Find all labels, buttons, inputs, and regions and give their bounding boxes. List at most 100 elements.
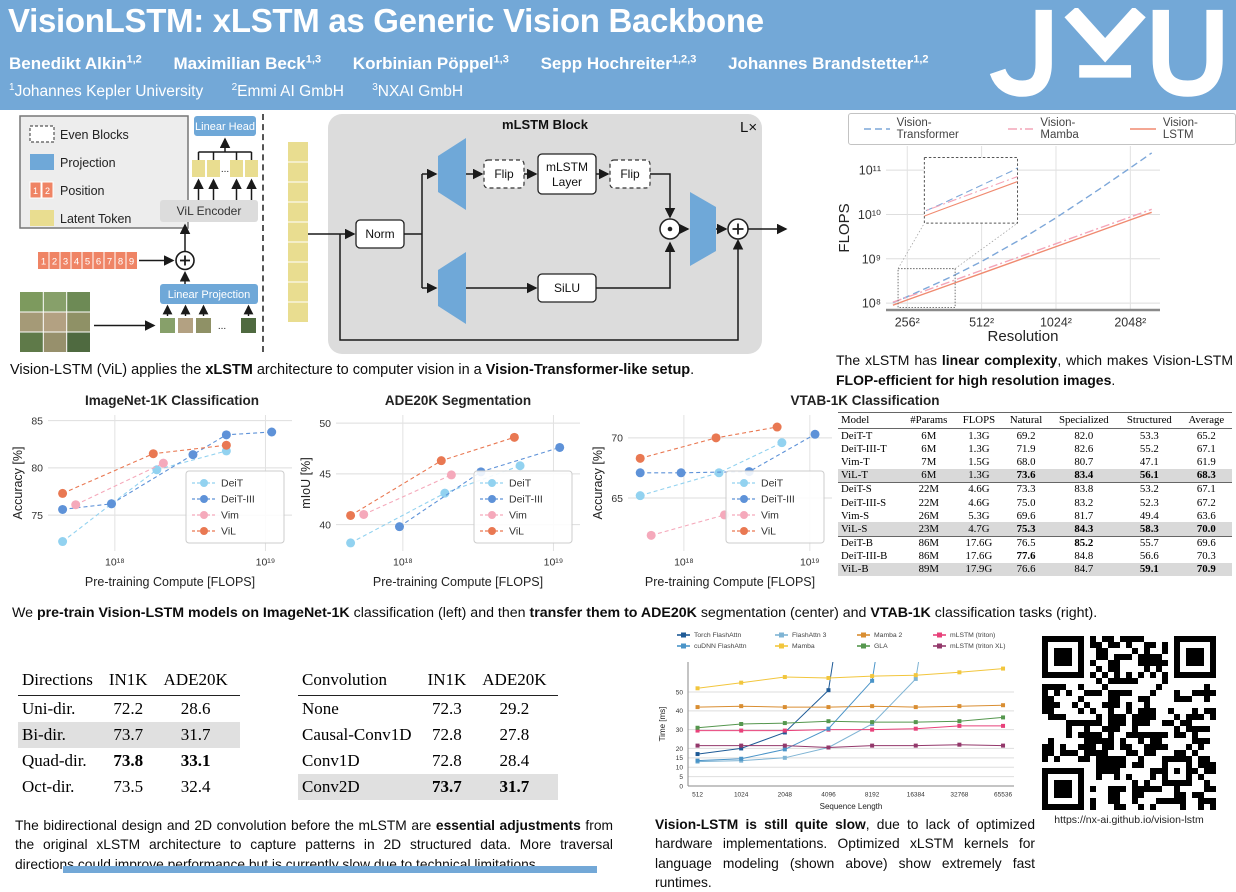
table-cell: Uni-dir. (22, 699, 76, 718)
svg-text:6: 6 (96, 257, 101, 268)
svg-text:FLOPS: FLOPS (836, 203, 853, 252)
table-cell: 29.2 (499, 699, 530, 718)
table-cell: 83.4 (1049, 468, 1119, 483)
table-cell: DeiT-III-S (841, 496, 887, 509)
table-cell: 86M (918, 550, 939, 563)
table-cell: 75.0 (1016, 496, 1036, 509)
table-cell: 83.8 (1074, 483, 1094, 496)
svg-text:40: 40 (319, 519, 331, 531)
table-cell: 27.8 (499, 725, 530, 744)
table-row: ViL-S 23M 4.7G 75.3 84.3 58.3 70.0 (838, 522, 1232, 537)
table-cell: 65.2 (1196, 429, 1216, 442)
affiliation: 1Johannes Kepler University (9, 82, 204, 101)
table-cell: ViL-B (841, 563, 869, 576)
table-cell: 72.3 (432, 699, 462, 718)
legend-item: cuDNN FlashAttn (676, 641, 768, 651)
residual-add-node (727, 218, 749, 240)
table-header-row: Convolution IN1K ADE20K (298, 668, 559, 696)
table-row: Quad-dir. 73.8 33.1 (18, 748, 240, 774)
table-cell: 77.6 (1016, 550, 1036, 563)
author: Benedikt Alkin1,2 (9, 53, 142, 73)
svg-text:Pre-training Compute [FLOPS]: Pre-training Compute [FLOPS] (85, 575, 255, 589)
column-header: Natural (1002, 412, 1050, 429)
table-cell: Bi-dir. (22, 725, 66, 744)
table-cell: 33.1 (180, 751, 211, 770)
table-cell: 1.3G (968, 429, 990, 442)
svg-text:ViL Encoder: ViL Encoder (177, 204, 242, 218)
column-header: Directions (18, 668, 105, 696)
table-cell: 73.7 (113, 725, 144, 744)
chart-series (892, 152, 1153, 306)
svg-text:2048²: 2048² (1114, 316, 1146, 330)
table-cell: 28.6 (180, 699, 211, 718)
legend-item: Torch FlashAttn (676, 630, 768, 640)
table-row: None 72.3 29.2 (298, 696, 558, 723)
svg-text:Linear Projection: Linear Projection (168, 289, 251, 301)
column-header: IN1K (104, 668, 160, 696)
svg-text:10¹⁸: 10¹⁸ (393, 557, 413, 569)
svg-text:10⁹: 10⁹ (862, 252, 881, 266)
svg-text:10¹⁹: 10¹⁹ (256, 557, 276, 569)
svg-text:5: 5 (679, 774, 683, 781)
table-cell: 67.1 (1196, 483, 1216, 496)
svg-text:10¹⁹: 10¹⁹ (800, 557, 820, 569)
table-cell: 82.6 (1074, 442, 1094, 455)
svg-text:Pre-training Compute [FLOPS]: Pre-training Compute [FLOPS] (645, 575, 815, 589)
svg-text:50: 50 (319, 418, 331, 430)
qr-code (1042, 636, 1216, 810)
column-header: Average (1180, 412, 1232, 429)
table-cell: 23M (902, 522, 956, 537)
table-cell: 71.9 (1016, 442, 1036, 455)
svg-text:85: 85 (31, 415, 43, 427)
table-cell: 22M (918, 483, 939, 496)
table-cell: 1.5G (968, 455, 990, 468)
linear-projection-block: Linear Projection (160, 284, 258, 304)
svg-text:DeiT-III: DeiT-III (221, 494, 255, 506)
svg-text:10⁸: 10⁸ (862, 297, 881, 311)
legend-item: GLA (856, 641, 926, 651)
chart-vtab: 65 70 10¹⁸ 10¹⁹ Pre-training Compute [FLOPS]… (592, 415, 832, 589)
table-cell: 73.7 (432, 777, 462, 796)
svg-text:...: ... (221, 164, 229, 175)
svg-text:mLSTM: mLSTM (546, 160, 588, 174)
chart-kernel-runtimes: 0 5 10 15 20 30 40 50 512 1024 2048 4096 8192 16384 32… (658, 662, 1014, 811)
table-cell: None (302, 699, 339, 718)
svg-text:10: 10 (676, 765, 684, 772)
column-header: ADE20K (159, 668, 240, 696)
chart-axis-labels: 10⁸ 10⁹ 10¹⁰ 10¹¹ 256² 512² 1024² 2048² Resoluti… (836, 164, 1146, 344)
table-cell: 1.3G (955, 468, 1003, 483)
table-cell: 6M (902, 468, 956, 483)
svg-text:50: 50 (676, 689, 684, 696)
chart-legend: DeiT DeiT-III Vim ViL (473, 470, 573, 544)
svg-text:20: 20 (676, 746, 684, 753)
chart-axis-labels: 65 70 10¹⁸ 10¹⁹ Pre-training Compute [FLOPS]… (592, 433, 820, 589)
svg-text:mIoU [%]: mIoU [%] (300, 457, 313, 508)
svg-text:Latent Token: Latent Token (60, 212, 131, 226)
table-row: Vim-T 7M 1.5G 68.0 80.7 47.1 61.9 (838, 455, 1232, 468)
table-cell: 68.0 (1016, 455, 1036, 468)
table-cell: 67.1 (1196, 442, 1216, 455)
linear-head-block: Linear Head (194, 116, 256, 136)
svg-text:DeiT-III: DeiT-III (761, 494, 795, 506)
mlstm-block-title: mLSTM Block (502, 117, 589, 132)
svg-text:40: 40 (676, 708, 684, 715)
table-cell: 17.9G (965, 563, 993, 576)
svg-text:45: 45 (319, 469, 331, 481)
svg-text:7: 7 (107, 257, 112, 268)
table-cell: 89M (918, 563, 939, 576)
mlstm-block-diagram: mLSTM Block L× Norm Flip mLSTM Layer Fli… (288, 114, 788, 354)
table-row: DeiT-III-T 6M 1.3G 71.9 82.6 55.2 67.1 (838, 442, 1232, 455)
svg-text:Vim: Vim (509, 510, 527, 522)
table-cell: 55.2 (1139, 442, 1159, 455)
svg-text:DeiT: DeiT (761, 478, 784, 490)
table-row: DeiT-S 22M 4.6G 73.3 83.8 53.2 67.1 (838, 482, 1232, 496)
svg-text:Time [ms]: Time [ms] (658, 707, 667, 742)
svg-text:Vim: Vim (761, 510, 779, 522)
legend-item: Vision-Transformer (864, 117, 959, 141)
table-cell: 28.4 (499, 751, 530, 770)
up-projection-top (438, 138, 466, 210)
table-row: Conv2D 73.7 31.7 (298, 774, 559, 800)
table-cell: 5.3G (968, 509, 990, 522)
svg-text:10¹⁸: 10¹⁸ (105, 557, 125, 569)
